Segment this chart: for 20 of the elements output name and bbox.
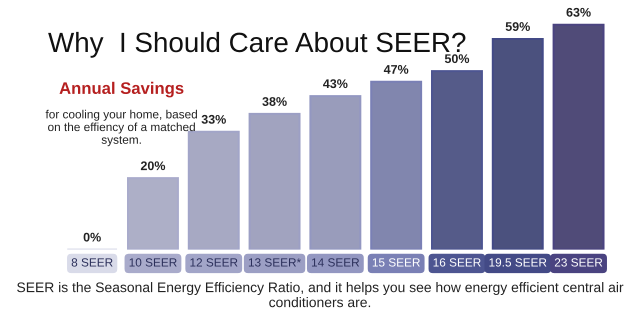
x-tick-label: 16 SEER: [434, 258, 481, 267]
data-label: 59%: [506, 22, 530, 31]
data-label: 43%: [323, 79, 348, 88]
x-tick-label: 15 SEER: [372, 258, 420, 267]
x-tick-label: 14 SEER: [312, 258, 360, 267]
x-tick-label: 13 SEER*: [248, 258, 301, 267]
data-label: 0%: [84, 232, 101, 242]
x-tick-label: 10 SEER: [130, 258, 177, 267]
data-label: 20%: [140, 161, 166, 170]
x-tick-label: 8 SEER: [72, 258, 113, 267]
annotation: for cooling your home, based on the effiency of a matched system.: [46, 110, 197, 146]
data-label: 33%: [202, 114, 226, 124]
x-tick-label: 19.5 SEER: [489, 258, 546, 267]
data-label: 47%: [384, 64, 408, 74]
text: SEER is the Seasonal Energy Efficiency Ratio, and it helps you see how energy efficient central air conditioners are.: [17, 282, 624, 308]
annotation: Annual Savings: [60, 82, 184, 98]
x-tick-label: 12 SEER: [190, 258, 238, 267]
data-label: 38%: [262, 97, 287, 106]
x-tick-label: 23 SEER: [554, 258, 602, 267]
data-label: 63%: [566, 8, 591, 17]
